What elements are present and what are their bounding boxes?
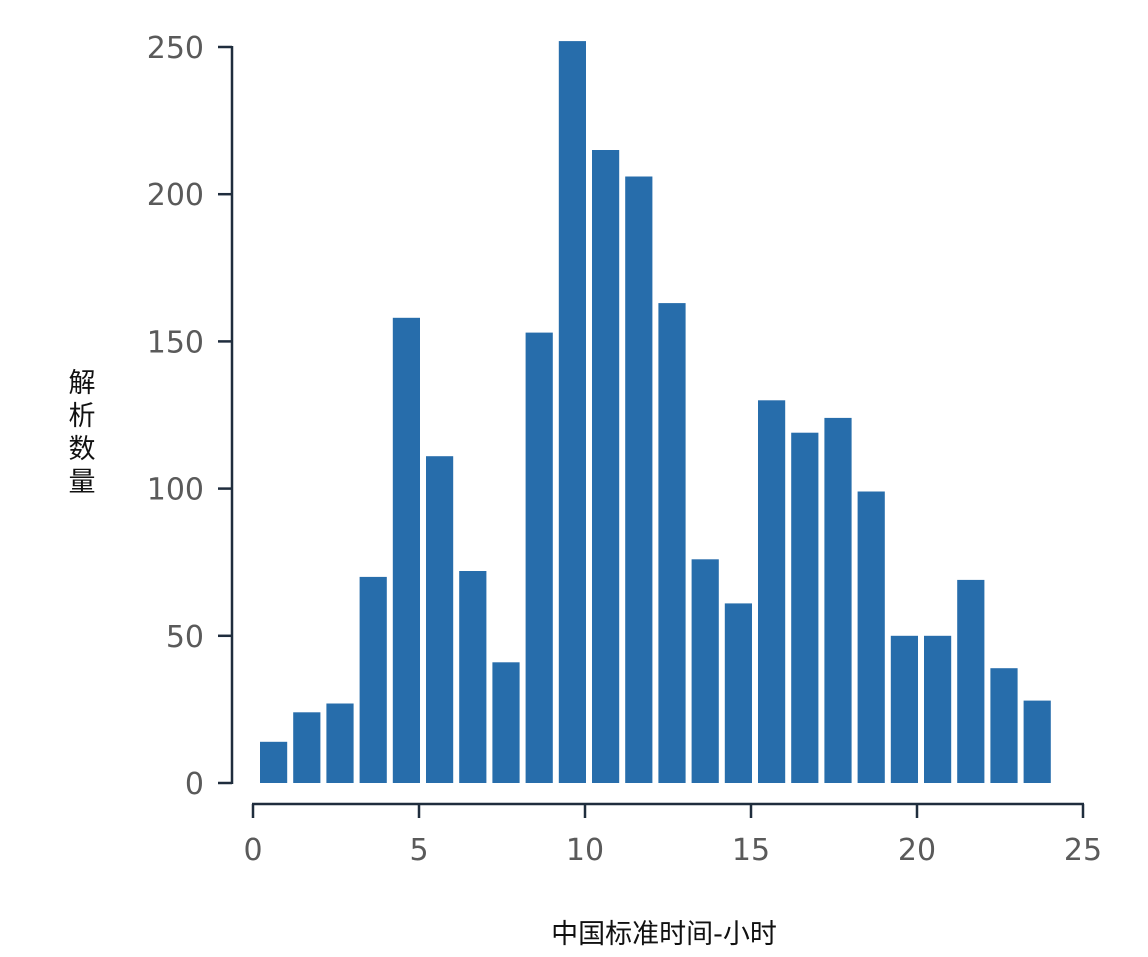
bar-19: [890, 635, 918, 783]
y-axis-title-char-0: 解: [69, 368, 96, 399]
y-tick-label-2: 100: [147, 473, 204, 508]
bar-7: [492, 662, 520, 783]
bar-15: [758, 400, 786, 783]
bar-17: [824, 417, 852, 783]
x-tick-label-3: 15: [732, 833, 770, 868]
bar-0: [260, 741, 288, 783]
bar-21: [957, 579, 985, 783]
y-tick-label-0: 0: [185, 767, 204, 802]
x-tick-label-0: 0: [243, 833, 262, 868]
y-tick-label-5: 250: [147, 31, 204, 66]
y-axis-title-char-1: 析: [69, 401, 96, 432]
x-tick-label-2: 10: [566, 833, 604, 868]
bar-10: [592, 150, 620, 783]
x-tick-label-5: 25: [1064, 833, 1102, 868]
bar-11: [625, 176, 653, 783]
y-axis: 0 50 100 150 200 250: [147, 31, 234, 802]
bar-18: [857, 491, 885, 783]
bar-4: [392, 317, 420, 783]
bar-1: [293, 712, 321, 783]
bar-6: [459, 571, 487, 783]
bar-16: [791, 432, 819, 783]
bar-23: [1023, 700, 1051, 783]
bar-5: [426, 456, 454, 783]
x-axis: 0 5 10 15 20 25: [243, 802, 1102, 868]
bar-22: [990, 668, 1018, 783]
bar-20: [924, 635, 952, 783]
x-axis-title: 中国标准时间-小时: [551, 919, 777, 950]
y-axis-title-char-2: 数: [69, 434, 96, 465]
y-tick-label-4: 200: [147, 178, 204, 213]
bar-14: [724, 603, 752, 783]
x-tick-label-4: 20: [898, 833, 936, 868]
bar-13: [691, 559, 719, 783]
y-tick-label-1: 50: [166, 620, 204, 655]
bar-9: [558, 41, 586, 784]
bar-2: [326, 703, 354, 783]
y-tick-label-3: 150: [147, 325, 204, 360]
bar-8: [525, 332, 553, 783]
bar-12: [658, 303, 686, 783]
bars-group: [260, 41, 1051, 784]
y-axis-title-char-3: 量: [69, 467, 96, 498]
bar-3: [359, 576, 387, 783]
x-tick-label-1: 5: [409, 833, 428, 868]
